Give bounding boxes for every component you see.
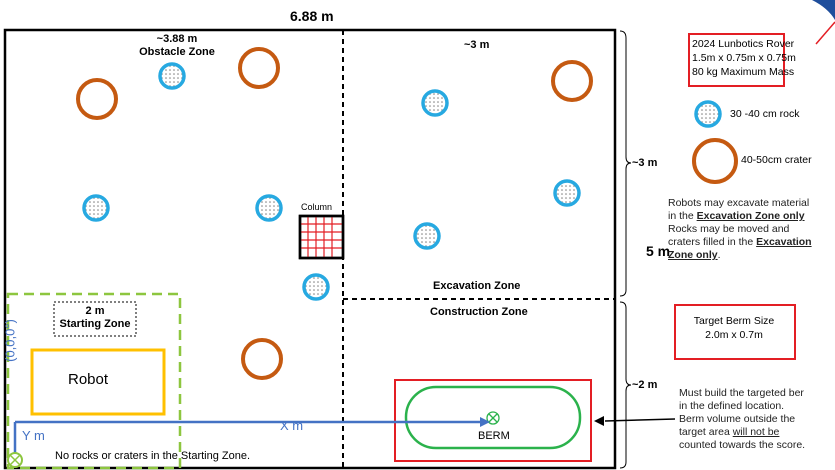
height-braces	[619, 30, 632, 469]
starting-zone-border	[6, 292, 182, 470]
berm-center-marker	[486, 411, 500, 425]
berm-label: BERM	[478, 430, 510, 442]
berm-pointer-line	[604, 418, 676, 422]
crater	[238, 47, 280, 89]
rover-spec-dimensions: 1.5m x 0.75m x 0.75m	[692, 52, 796, 64]
legend-rock-label: 30 -40 cm rock	[730, 108, 800, 120]
arena-width-label: 6.88 m	[290, 8, 334, 24]
excavation-rules-note: Robots may excavate material in the Exca…	[668, 197, 812, 262]
berm-size-dimensions: 2.0m x 0.7m	[705, 329, 763, 341]
starting-zone-label: 2 m Starting Zone	[54, 305, 136, 331]
berm-pointer-arrowhead	[594, 416, 604, 426]
berm-size-text: Target Berm Size 2.0m x 0.7m	[674, 314, 794, 342]
excavation-note-emphasis: Zone only	[668, 249, 718, 261]
berm-note-emphasis: will not be	[732, 426, 780, 438]
origin-marker	[7, 452, 23, 468]
robot-box	[30, 348, 166, 416]
obstacle-zone-width: ~3.88 m	[156, 33, 198, 45]
berm-note-line: in the defined location.	[679, 400, 785, 412]
excavation-note-emphasis: Excavation	[756, 236, 812, 248]
starting-zone-title: Starting Zone	[59, 318, 131, 330]
excavation-zone-label: Excavation Zone	[433, 280, 521, 292]
berm-note-line: counted towards the score.	[679, 439, 806, 451]
starting-zone-label-box	[53, 301, 137, 337]
berm-rules-note: Must build the targeted ber in the defin…	[679, 387, 835, 452]
excavation-note-line: craters filled in the	[668, 236, 757, 248]
berm-note-line: Berm volume outside the	[679, 413, 796, 425]
berm-note-line: target area	[679, 426, 733, 438]
obstacle-zone-label: ~3.88 m Obstacle Zone	[132, 33, 222, 59]
robot-label: Robot	[68, 371, 109, 388]
corner-decoration-line	[815, 21, 835, 45]
rover-spec-mass: 80 kg Maximum Mass	[692, 66, 795, 78]
starting-zone-size: 2 m	[85, 305, 105, 317]
corner-decoration	[812, 0, 835, 20]
berm-note-line: Must build the targeted ber	[679, 387, 804, 399]
excavation-note-line: Rocks may be moved and	[668, 223, 790, 235]
excavation-note-line: Robots may excavate material	[668, 197, 810, 209]
berm-size-box	[674, 304, 796, 360]
construction-zone-label: Construction Zone	[430, 306, 528, 318]
y-axis-label: Y m	[22, 428, 45, 443]
excavation-note-emphasis: Excavation Zone only	[696, 210, 805, 222]
excavation-zone-width: ~3 m	[464, 39, 490, 51]
column-label: Column	[301, 202, 333, 212]
rover-spec-text: 2024 Lunbotics Rover 1.5m x 0.75m x 0.75…	[692, 37, 796, 79]
excavation-note-line: .	[717, 249, 721, 261]
starting-zone-note: No rocks or craters in the Starting Zone…	[55, 450, 251, 462]
rock	[302, 273, 330, 301]
rock	[255, 194, 283, 222]
excavation-note-line: in the	[668, 210, 697, 222]
crater	[551, 60, 593, 102]
origin-label: (0,0,0°)	[2, 319, 18, 362]
legend-rock-icon	[694, 100, 722, 128]
legend-crater-icon	[692, 138, 738, 184]
rock	[413, 222, 441, 250]
rock	[82, 194, 110, 222]
x-axis-label: X m	[280, 418, 304, 433]
crater	[76, 78, 118, 120]
rover-spec-box	[688, 33, 785, 87]
lower-height-label: ~2 m	[632, 379, 658, 391]
rover-spec-title: 2024 Lunbotics Rover	[692, 38, 795, 50]
column	[298, 214, 345, 260]
berm-size-title: Target Berm Size	[693, 315, 775, 327]
arena-height-label: 5 m	[646, 243, 671, 259]
obstacle-zone-title: Obstacle Zone	[139, 46, 215, 58]
berm-target-box	[394, 379, 592, 462]
arena-border	[3, 28, 617, 470]
legend-crater-label: 40-50cm crater	[741, 154, 812, 166]
upper-height-label: ~3 m	[632, 157, 658, 169]
rock	[421, 89, 449, 117]
rock	[553, 179, 581, 207]
crater	[241, 338, 283, 380]
rock	[158, 62, 186, 90]
berm-outline	[404, 385, 582, 450]
